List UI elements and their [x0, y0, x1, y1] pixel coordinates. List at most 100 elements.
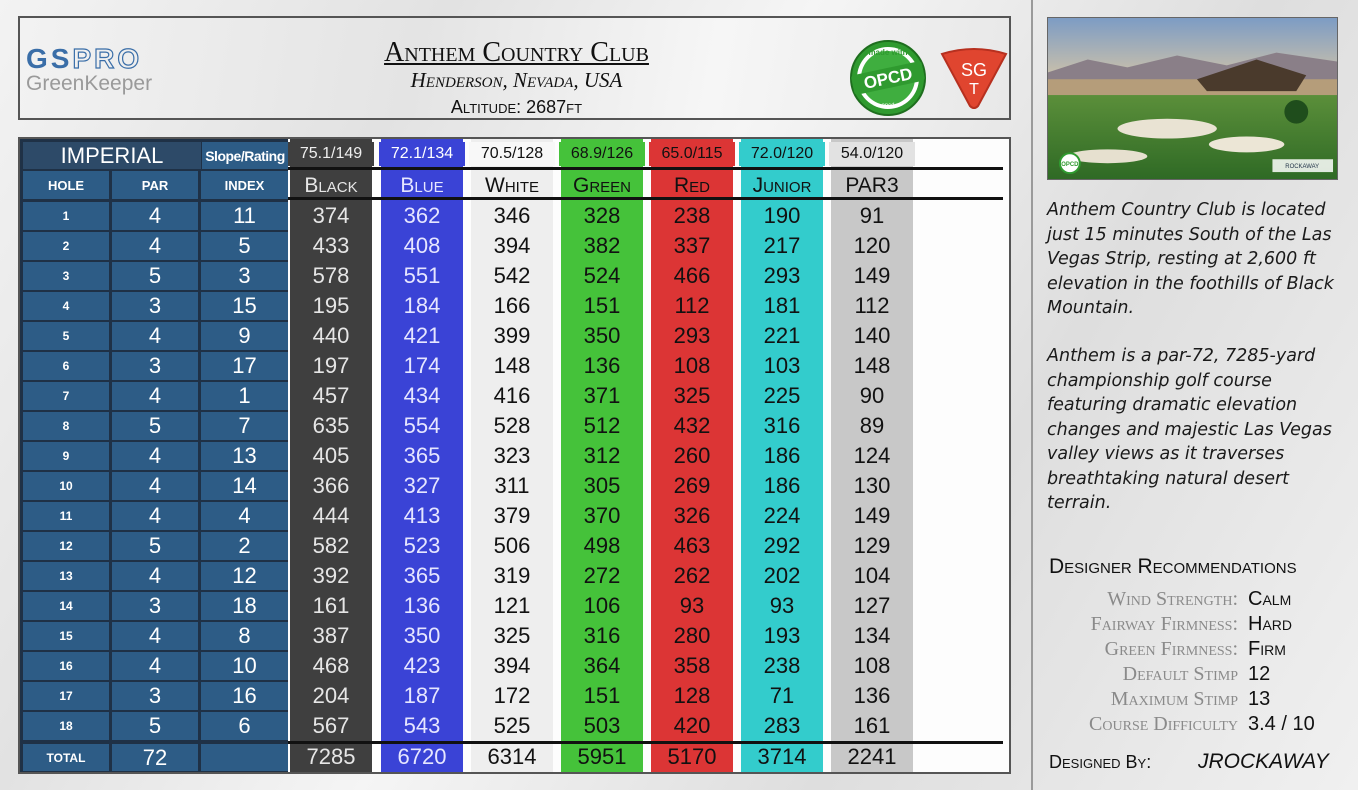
- yardage-cell: 358: [673, 653, 711, 678]
- total-label-cell: TOTAL: [23, 744, 109, 771]
- yardage-cell: 136: [403, 593, 441, 618]
- recommendation-value: 13: [1248, 688, 1271, 710]
- yardage-cell: 224: [763, 503, 801, 528]
- par-cell: 3: [112, 292, 198, 320]
- yardage-cell: 129: [853, 533, 891, 558]
- yardage-cell: 387: [312, 623, 350, 648]
- yardage-cell: 370: [583, 503, 621, 528]
- yardage-cell: 434: [403, 383, 441, 408]
- yardage-cell: 190: [763, 203, 801, 228]
- hole-number-cell: 7: [23, 382, 109, 410]
- yardage-cell: 121: [493, 593, 531, 618]
- totals-rule: [288, 741, 1003, 744]
- recommendation-row: Course Difficulty 3.4 / 10: [1040, 713, 1350, 738]
- hole-number-cell: 6: [23, 352, 109, 380]
- recommendation-value: 12: [1248, 663, 1271, 685]
- tee-rating-par3: 54.0/120: [829, 142, 915, 166]
- index-cell: 14: [201, 472, 288, 500]
- hole-number-cell: 5: [23, 322, 109, 350]
- index-cell: 7: [201, 412, 288, 440]
- yardage-cell: 283: [763, 713, 801, 738]
- yardage-cell: 506: [493, 533, 531, 558]
- index-column-header: INDEX: [201, 171, 288, 199]
- index-cell: 3: [201, 262, 288, 290]
- yardage-cell: 71: [769, 683, 795, 708]
- course-header: GSPRO GreenKeeper Anthem Country Club He…: [18, 16, 1011, 120]
- par-cell: 4: [112, 442, 198, 470]
- yardage-cell: 166: [493, 293, 531, 318]
- yardage-cell: 512: [583, 413, 621, 438]
- gspro-brand: GSPRO: [26, 43, 143, 74]
- index-cell: 1: [201, 382, 288, 410]
- yardage-cell: 416: [493, 383, 531, 408]
- par-cell: 4: [112, 502, 198, 530]
- total-yardage-cell: 6720: [397, 744, 447, 769]
- yardage-cell: 193: [763, 623, 801, 648]
- yardage-cell: 120: [853, 233, 891, 258]
- yardage-cell: 89: [859, 413, 885, 438]
- yardage-cell: 316: [763, 413, 801, 438]
- tee-column-par3: [831, 139, 913, 772]
- tee-name-blue: Blue: [400, 173, 444, 197]
- par-cell: 4: [112, 382, 198, 410]
- yardage-cell: 181: [763, 293, 801, 318]
- total-yardage-cell: 3714: [757, 744, 807, 769]
- yardage-cell: 93: [769, 593, 795, 618]
- yardage-cell: 172: [493, 683, 531, 708]
- index-cell: 5: [201, 232, 288, 260]
- opcd-bottom-text: opcd: [881, 103, 894, 109]
- recommendations-title: Designer Recommendations: [1049, 555, 1297, 578]
- yardage-cell: 130: [853, 473, 891, 498]
- recommendation-row: Fairway Firmness: Hard: [1040, 613, 1350, 638]
- yardage-cell: 161: [312, 593, 350, 618]
- hole-number-cell: 14: [23, 592, 109, 620]
- yardage-cell: 542: [493, 263, 531, 288]
- yardage-cell: 149: [853, 263, 891, 288]
- yardage-cell: 350: [403, 623, 441, 648]
- yardage-cell: 374: [312, 203, 350, 228]
- par-cell: 3: [112, 352, 198, 380]
- gspro-greenkeeper-logo: GSPRO GreenKeeper: [26, 43, 186, 96]
- yardage-cell: 311: [494, 473, 530, 498]
- par-cell: 4: [112, 232, 198, 260]
- par-cell: 3: [112, 682, 198, 710]
- yardage-cell: 394: [493, 653, 531, 678]
- yardage-cell: 364: [583, 653, 621, 678]
- tee-name-white: White: [485, 173, 539, 197]
- yardage-cell: 346: [493, 203, 531, 228]
- recommendation-label: Default Stimp: [1122, 663, 1238, 685]
- yardage-cell: 225: [763, 383, 801, 408]
- yardage-cell: 337: [673, 233, 711, 258]
- yardage-cell: 140: [853, 323, 891, 348]
- club-altitude: Altitude: 2687ft: [450, 97, 583, 117]
- yardage-cell: 413: [403, 503, 441, 528]
- yardage-cell: 195: [312, 293, 350, 318]
- recommendation-value: Hard: [1248, 613, 1293, 635]
- index-cell: 8: [201, 622, 288, 650]
- par-cell: 4: [112, 562, 198, 590]
- tee-column-black: [290, 139, 372, 772]
- yardage-cell: 366: [312, 473, 350, 498]
- recommendation-label: Green Firmness:: [1104, 638, 1238, 660]
- yardage-cell: 93: [679, 593, 705, 618]
- yardage-cell: 432: [673, 413, 711, 438]
- greenkeeper-label: GreenKeeper: [26, 72, 153, 95]
- tee-rating-white: 70.5/128: [469, 142, 555, 166]
- club-location: Henderson, Nevada, USA: [410, 68, 623, 92]
- hole-number-cell: 3: [23, 262, 109, 290]
- yardage-cell: 525: [493, 713, 531, 738]
- yardage-cell: 262: [673, 563, 711, 588]
- yardage-cell: 104: [853, 563, 891, 588]
- yardage-cell: 151: [583, 293, 621, 318]
- yardage-cell: 202: [763, 563, 801, 588]
- yardage-cell: 136: [853, 683, 891, 708]
- yardage-cell: 408: [403, 233, 441, 258]
- tee-rating-blue: 72.1/134: [379, 142, 465, 166]
- yardage-cell: 127: [853, 593, 891, 618]
- yardage-cell: 197: [312, 353, 350, 378]
- yardage-cell: 161: [853, 713, 891, 738]
- yardage-cell: 326: [673, 503, 711, 528]
- yardage-cell: 463: [673, 533, 711, 558]
- recommendation-value: Firm: [1248, 638, 1286, 660]
